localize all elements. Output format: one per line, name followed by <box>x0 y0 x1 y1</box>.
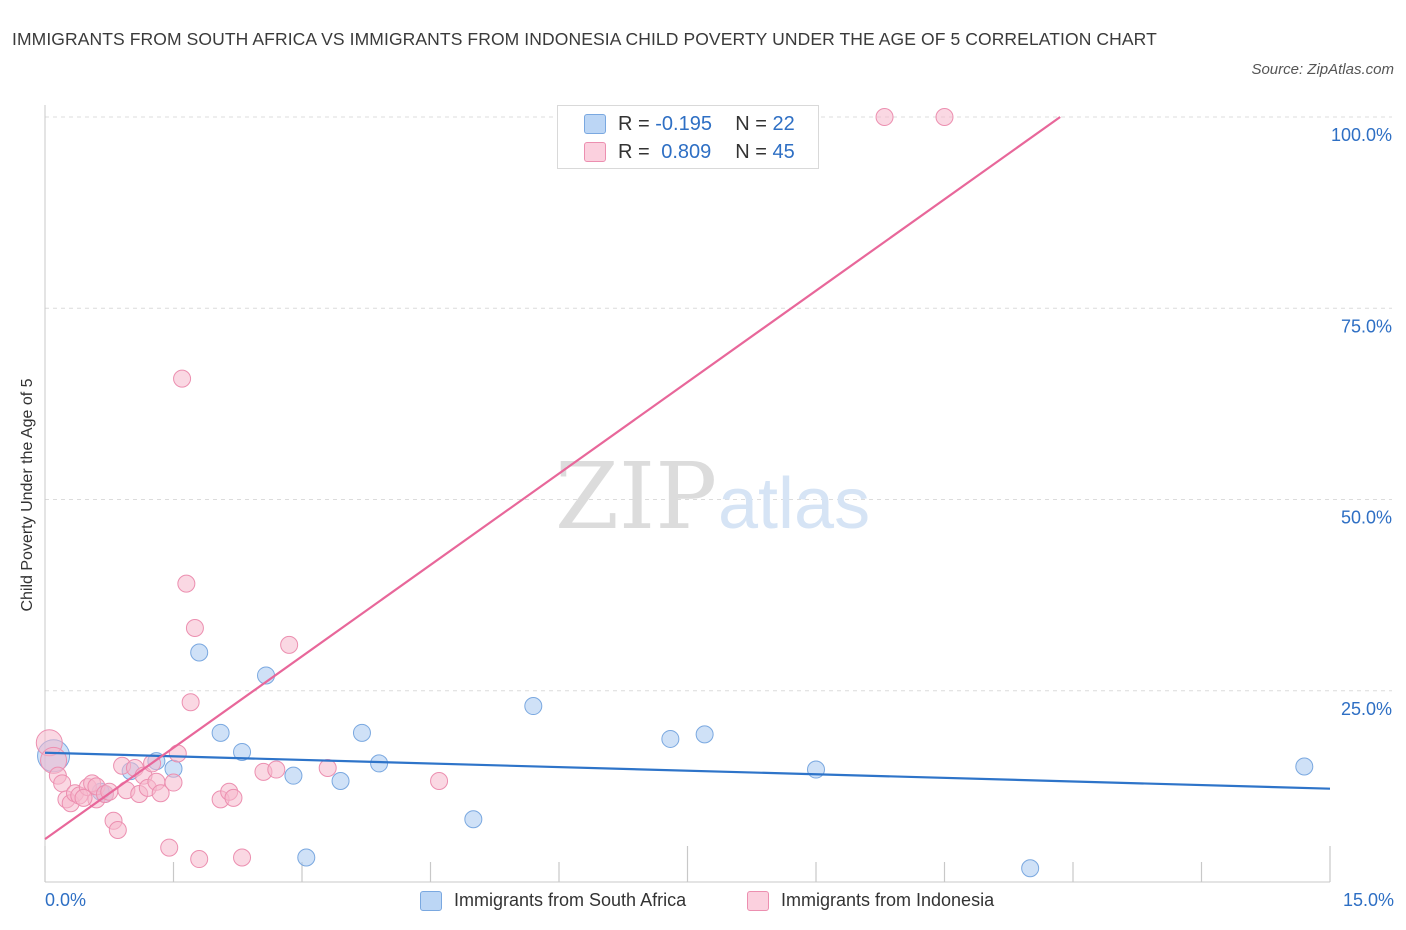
point-indonesia <box>233 848 252 867</box>
y-tick-label: 25.0% <box>1341 699 1392 719</box>
point-south-africa <box>1021 859 1040 878</box>
point-indonesia <box>935 108 954 126</box>
point-south-africa <box>464 810 483 829</box>
point-indonesia <box>74 788 93 807</box>
y-tick-label: 50.0% <box>1341 508 1392 528</box>
legend-swatch-pink <box>584 142 606 162</box>
point-indonesia <box>224 788 243 807</box>
gridlines <box>45 116 1392 692</box>
legend-label-indonesia: Immigrants from Indonesia <box>781 890 995 910</box>
r-value: -0.195 <box>655 112 712 135</box>
trend-line-south-africa <box>44 751 1331 790</box>
point-south-africa <box>211 723 230 742</box>
legend-swatch-pink <box>747 890 769 911</box>
legend-swatch-blue <box>420 890 442 911</box>
legend-item-indonesia: Immigrants from Indonesia <box>747 890 994 911</box>
point-indonesia <box>318 759 337 778</box>
y-tick-label: 100.0% <box>1331 125 1392 145</box>
n-value: 45 <box>772 140 795 163</box>
legend-label-south-africa: Immigrants from South Africa <box>454 890 687 910</box>
y-tick-label: 75.0% <box>1341 316 1392 336</box>
point-indonesia <box>177 574 196 593</box>
legend-swatch-blue <box>584 114 606 134</box>
point-indonesia <box>190 850 209 869</box>
point-south-africa <box>661 729 680 748</box>
point-indonesia <box>108 820 127 839</box>
legend-item-south-africa: Immigrants from South Africa <box>420 890 686 911</box>
point-indonesia <box>185 619 204 638</box>
point-south-africa <box>297 848 316 867</box>
trend-line-indonesia <box>44 116 1061 841</box>
point-indonesia <box>151 784 170 803</box>
r-value: 0.809 <box>661 140 712 163</box>
point-indonesia <box>173 369 192 388</box>
y-tick-labels: 25.0% 50.0% 75.0% 100.0% <box>1331 125 1392 719</box>
chart-title: IMMIGRANTS FROM SOUTH AFRICA VS IMMIGRAN… <box>12 29 1157 49</box>
point-south-africa <box>284 766 303 785</box>
point-south-africa <box>190 643 209 662</box>
point-indonesia <box>181 693 200 712</box>
point-south-africa <box>370 754 389 773</box>
r-label: R = <box>618 112 650 135</box>
data-points <box>35 108 1314 878</box>
legend-row-indonesia: R = 0.809 N = 45 <box>584 139 795 165</box>
legend-row-south-africa: R = -0.195 N = 22 <box>584 111 795 137</box>
point-south-africa <box>233 742 252 761</box>
watermark-zip: ZIP <box>555 443 717 550</box>
point-south-africa <box>1295 757 1314 776</box>
point-indonesia <box>875 108 894 126</box>
point-south-africa <box>695 725 714 744</box>
point-indonesia <box>267 760 286 779</box>
point-south-africa <box>352 723 371 742</box>
n-label: N = <box>735 112 767 135</box>
trend-lines <box>44 116 1331 841</box>
n-label: N = <box>735 140 767 163</box>
point-indonesia <box>280 635 299 654</box>
r-label: R = <box>618 140 650 163</box>
series-legend: Immigrants from South Africa Immigrants … <box>0 888 1406 916</box>
x-tick-marks <box>44 846 1331 882</box>
correlation-legend: R = -0.195 N = 22 R = 0.809 N = 45 <box>557 105 819 169</box>
point-indonesia <box>430 772 449 791</box>
point-indonesia <box>160 838 179 857</box>
point-south-africa <box>331 772 350 791</box>
watermark-atlas: atlas <box>718 464 870 544</box>
x-tick-label-max: 15.0% <box>1342 890 1394 910</box>
point-indonesia <box>164 773 183 792</box>
watermark: ZIP atlas <box>555 443 870 550</box>
x-tick-label-min: 0.0% <box>45 890 87 910</box>
n-value: 22 <box>772 112 795 135</box>
point-south-africa <box>524 697 543 716</box>
point-indonesia <box>168 744 187 763</box>
chart-source: Source: ZipAtlas.com <box>1251 61 1394 78</box>
